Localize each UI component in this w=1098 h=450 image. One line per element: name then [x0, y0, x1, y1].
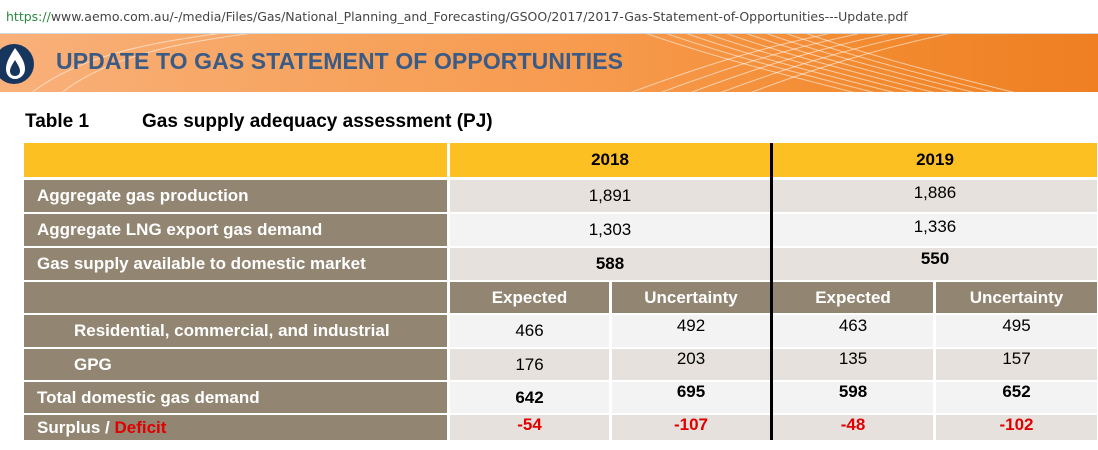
document-banner: UPDATE TO GAS STATEMENT OF OPPORTUNITIES — [0, 34, 1098, 92]
subheader-expected-2018: Expected — [450, 282, 609, 313]
value-cell: 135 — [773, 349, 933, 380]
banner-title: UPDATE TO GAS STATEMENT OF OPPORTUNITIES — [56, 48, 624, 74]
subheader-blank-cell — [24, 282, 447, 313]
value-cell-deficit: -54 — [450, 415, 609, 440]
value-cell: 1,891 — [450, 180, 770, 212]
year-divider-line — [770, 143, 773, 440]
value-cell: 492 — [612, 315, 770, 347]
value-cell: 1,336 — [773, 214, 1097, 246]
row-label-residential-commercial-industrial: Residential, commercial, and industrial — [24, 315, 447, 347]
table-number: Table 1 — [25, 111, 90, 132]
url-scheme: https:// — [6, 9, 51, 24]
address-bar[interactable]: https://www.aemo.com.au/-/media/Files/Ga… — [0, 0, 1098, 34]
subheader-uncertainty-2018: Uncertainty — [612, 282, 770, 313]
deficit-label: Deficit — [114, 417, 167, 437]
url-path: www.aemo.com.au/-/media/Files/Gas/Nation… — [50, 9, 908, 24]
value-cell: 463 — [773, 315, 933, 347]
subheader-expected-2019: Expected — [773, 282, 933, 313]
value-cell: 652 — [936, 382, 1097, 413]
value-cell: 203 — [612, 349, 770, 380]
surplus-label: Surplus / — [37, 417, 115, 437]
value-cell: 1,886 — [773, 180, 1097, 212]
value-cell: 157 — [936, 349, 1097, 380]
value-cell: 495 — [936, 315, 1097, 347]
year-header-2019: 2019 — [773, 143, 1097, 177]
row-label-total-domestic-demand: Total domestic gas demand — [24, 382, 447, 413]
row-label-gpg: GPG — [24, 349, 447, 380]
value-cell-deficit: -102 — [936, 415, 1097, 440]
header-blank-cell — [24, 143, 447, 177]
subheader-uncertainty-2019: Uncertainty — [936, 282, 1097, 313]
url-text[interactable]: https://www.aemo.com.au/-/media/Files/Ga… — [6, 9, 908, 24]
value-cell-deficit: -48 — [773, 415, 933, 440]
value-cell: 1,303 — [450, 214, 770, 246]
value-cell: 176 — [450, 349, 609, 380]
value-cell: 550 — [773, 248, 1097, 280]
row-label-lng-export-demand: Aggregate LNG export gas demand — [24, 214, 447, 246]
table-title: Gas supply adequacy assessment (PJ) — [142, 111, 493, 132]
value-cell: 695 — [612, 382, 770, 413]
value-cell-deficit: -107 — [612, 415, 770, 440]
year-header-2018: 2018 — [450, 143, 770, 177]
row-label-domestic-supply: Gas supply available to domestic market — [24, 248, 447, 280]
value-cell: 466 — [450, 315, 609, 347]
banner-swirl-decoration — [31, 34, 1015, 92]
flame-drop-icon — [0, 44, 34, 84]
row-label-surplus-deficit: Surplus / Deficit — [24, 415, 447, 440]
value-cell: 588 — [450, 248, 770, 280]
value-cell: 642 — [450, 382, 609, 413]
value-cell: 598 — [773, 382, 933, 413]
row-label-aggregate-gas-production: Aggregate gas production — [24, 180, 447, 212]
